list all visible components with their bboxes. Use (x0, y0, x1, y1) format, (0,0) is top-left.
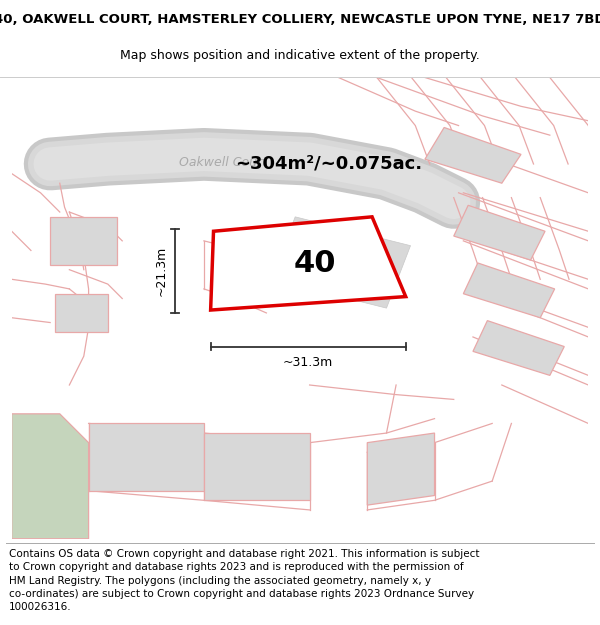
Polygon shape (367, 433, 434, 505)
Polygon shape (473, 321, 564, 376)
Text: 40: 40 (293, 249, 336, 278)
Text: ~31.3m: ~31.3m (283, 356, 333, 369)
Polygon shape (454, 205, 545, 260)
Text: 40, OAKWELL COURT, HAMSTERLEY COLLIERY, NEWCASTLE UPON TYNE, NE17 7BD: 40, OAKWELL COURT, HAMSTERLEY COLLIERY, … (0, 13, 600, 26)
Polygon shape (12, 414, 89, 539)
Polygon shape (204, 433, 310, 500)
Text: Contains OS data © Crown copyright and database right 2021. This information is : Contains OS data © Crown copyright and d… (9, 549, 479, 612)
Polygon shape (89, 424, 204, 491)
Polygon shape (463, 263, 554, 318)
Polygon shape (271, 217, 410, 308)
Polygon shape (55, 294, 108, 332)
Text: ~21.3m: ~21.3m (154, 246, 167, 296)
Text: ~304m²/~0.075ac.: ~304m²/~0.075ac. (235, 155, 422, 173)
Text: Map shows position and indicative extent of the property.: Map shows position and indicative extent… (120, 49, 480, 62)
Polygon shape (211, 217, 406, 310)
Text: Oakwell Court: Oakwell Court (179, 156, 267, 169)
Polygon shape (425, 127, 521, 183)
Polygon shape (50, 217, 118, 265)
